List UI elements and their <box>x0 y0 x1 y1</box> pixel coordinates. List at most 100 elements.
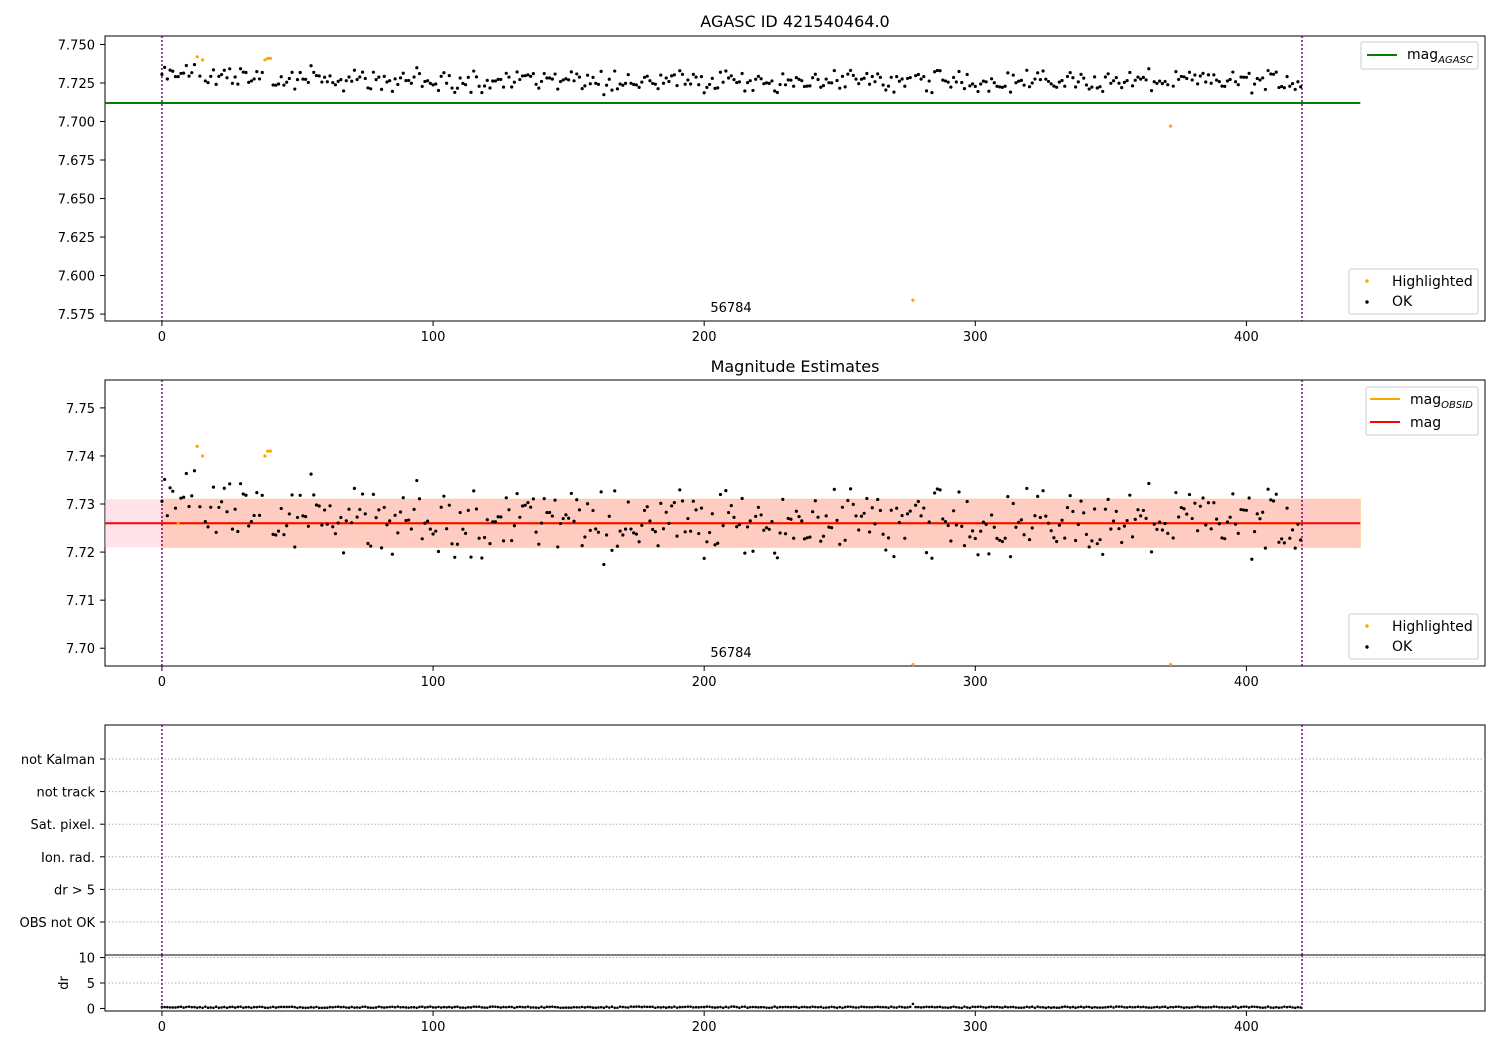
ok-point <box>1095 86 1099 90</box>
ok-point <box>1252 82 1257 86</box>
ok-point <box>1152 522 1156 526</box>
ok-point <box>591 75 595 79</box>
ok-point <box>689 82 693 86</box>
dr-point <box>233 1006 237 1009</box>
dr-point <box>979 1005 983 1008</box>
ok-point <box>580 543 584 548</box>
ok-point <box>548 510 552 515</box>
ok-point <box>946 523 950 528</box>
ok-point <box>987 89 991 93</box>
ok-point <box>458 76 462 80</box>
svg-text:magAGASC: magAGASC <box>1407 47 1473 66</box>
dr-point <box>632 1005 635 1009</box>
dr-point <box>1188 1006 1191 1009</box>
ok-point <box>447 503 451 507</box>
dr-point <box>1133 1005 1137 1009</box>
ok-point <box>187 504 191 509</box>
highlighted-point <box>266 449 270 453</box>
dr-point <box>407 1006 410 1009</box>
ok-point <box>358 75 362 79</box>
ok-point <box>168 486 172 490</box>
highlighted-point <box>1168 124 1173 128</box>
ok-point <box>298 70 302 75</box>
ok-point <box>924 89 929 93</box>
ok-point <box>1239 75 1243 79</box>
ok-point <box>767 527 771 531</box>
ok-point <box>1027 538 1032 542</box>
dr-point <box>917 1005 920 1009</box>
ok-point <box>504 496 508 500</box>
ok-point <box>892 90 896 94</box>
ok-point <box>1060 78 1064 83</box>
ok-point <box>1011 73 1015 77</box>
flag-category-label: not Kalman <box>21 753 95 768</box>
dr-point <box>1158 1006 1161 1009</box>
dr-point <box>995 1005 999 1009</box>
ok-point <box>1060 518 1064 522</box>
agasc-panel: AGASC ID 421540464.0 0 100 200 300 400 7.575 7… <box>58 12 1486 345</box>
dr-point <box>1093 1005 1096 1009</box>
ok-point <box>331 525 335 529</box>
ok-point <box>1179 505 1183 510</box>
dr-point <box>545 1005 549 1009</box>
ok-point <box>1285 506 1289 510</box>
ok-point <box>1092 75 1097 79</box>
ok-point <box>759 77 763 81</box>
ok-point <box>642 75 647 79</box>
y-tick-label: 7.600 <box>58 270 95 285</box>
ok-point <box>458 510 462 515</box>
ok-point <box>678 69 682 73</box>
ok-point <box>171 69 175 73</box>
dr-point <box>607 1006 611 1009</box>
dr-point <box>624 1005 627 1009</box>
ok-point <box>477 536 481 540</box>
ok-point <box>897 79 901 83</box>
dr-point <box>323 1006 326 1010</box>
y-tick-label: 7.70 <box>66 642 95 657</box>
ok-point <box>203 79 207 83</box>
ok-point <box>919 514 923 518</box>
ok-point <box>656 544 660 548</box>
dr-point <box>369 1006 372 1010</box>
ok-point <box>1182 507 1186 511</box>
dr-point <box>984 1006 988 1009</box>
ok-point <box>550 514 554 518</box>
dr-point <box>908 1005 912 1009</box>
ok-point <box>1149 550 1154 554</box>
ok-point <box>987 552 991 556</box>
ok-point <box>707 530 712 535</box>
dr-point <box>1150 1006 1153 1009</box>
ok-point <box>526 500 530 505</box>
dr-point <box>244 1005 248 1009</box>
ok-point <box>344 519 348 523</box>
ok-point <box>800 79 804 83</box>
ok-point <box>217 74 221 78</box>
ok-point <box>510 85 514 89</box>
ok-point <box>830 526 834 530</box>
ok-point <box>1236 531 1240 535</box>
dr-point <box>1242 1005 1246 1008</box>
x-tick-label: 200 <box>692 1020 717 1035</box>
ok-point <box>317 74 321 78</box>
ok-point <box>642 508 647 513</box>
ok-point <box>447 74 451 78</box>
ok-point <box>515 70 519 74</box>
ok-point <box>916 72 920 77</box>
ok-point <box>1296 80 1300 84</box>
ok-point <box>1128 70 1132 75</box>
ok-point <box>794 75 798 80</box>
dr-point <box>591 1006 595 1009</box>
dr-point <box>1109 1005 1113 1008</box>
ok-point <box>621 533 625 537</box>
ok-point <box>824 77 828 81</box>
ok-point <box>962 87 967 91</box>
x-tick-label: 0 <box>158 1020 166 1035</box>
ok-point <box>900 77 904 81</box>
ok-point <box>952 509 956 513</box>
ok-point <box>398 76 403 80</box>
ok-point <box>588 82 592 86</box>
dr-point <box>1228 1006 1232 1009</box>
ok-point <box>1114 76 1118 80</box>
ok-point <box>279 506 283 511</box>
ok-point <box>594 527 598 531</box>
